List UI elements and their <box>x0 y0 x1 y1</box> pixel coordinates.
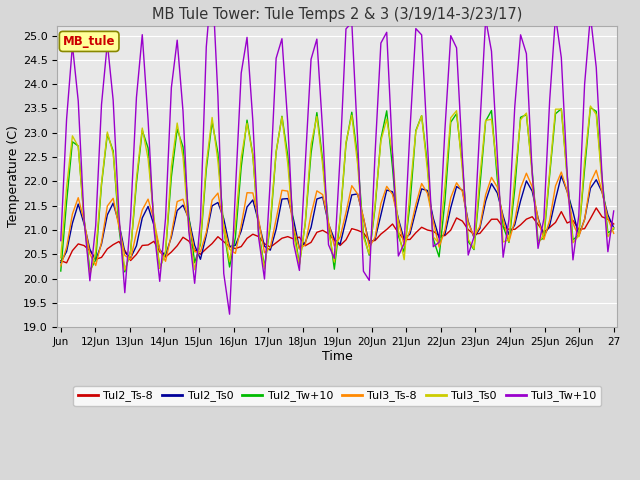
Tul3_Ts0 <box>569 240 577 246</box>
Tul2_Ts-8 <box>342 237 350 243</box>
Tul3_Ts0 <box>220 226 228 232</box>
Tul2_Tw+10 <box>342 141 350 147</box>
Tul2_Ts0 <box>336 241 344 247</box>
Tul3_Ts-8 <box>354 191 362 197</box>
Tul2_Tw+10 <box>569 237 577 243</box>
Line: Tul3_Ts0: Tul3_Ts0 <box>61 106 614 275</box>
Tul2_Tw+10 <box>220 226 228 232</box>
Line: Tul2_Ts-8: Tul2_Ts-8 <box>61 208 614 263</box>
Tul3_Tw+10 <box>132 95 140 100</box>
Tul3_Ts0 <box>138 125 146 131</box>
Tul2_Ts0 <box>557 173 565 179</box>
Tul3_Ts-8 <box>57 263 65 269</box>
Tul2_Ts-8 <box>63 260 70 266</box>
Tul3_Ts-8 <box>214 190 222 196</box>
Tul3_Tw+10 <box>365 277 373 283</box>
Tul3_Tw+10 <box>307 56 315 62</box>
Tul3_Tw+10 <box>57 238 65 243</box>
Tul2_Ts-8 <box>301 243 309 249</box>
Y-axis label: Temperature (C): Temperature (C) <box>7 126 20 228</box>
Tul2_Tw+10 <box>57 268 65 274</box>
Tul3_Ts0 <box>57 255 65 261</box>
Tul3_Tw+10 <box>348 20 356 25</box>
Tul3_Ts-8 <box>336 234 344 240</box>
Tul2_Ts-8 <box>138 242 146 248</box>
Tul3_Tw+10 <box>220 271 228 276</box>
Tul3_Ts0 <box>301 220 309 226</box>
Tul2_Tw+10 <box>360 231 367 237</box>
Tul3_Tw+10 <box>610 208 618 214</box>
Tul2_Ts-8 <box>220 239 228 245</box>
Tul2_Tw+10 <box>610 226 618 232</box>
Tul3_Tw+10 <box>226 312 234 317</box>
Tul2_Ts0 <box>132 243 140 249</box>
Tul3_Ts-8 <box>593 168 600 173</box>
Tul2_Ts0 <box>569 209 577 215</box>
Tul3_Ts0 <box>587 103 595 109</box>
Tul2_Ts-8 <box>360 230 367 236</box>
Tul2_Ts-8 <box>610 221 618 227</box>
Tul3_Ts0 <box>342 140 350 145</box>
Title: MB Tule Tower: Tule Temps 2 & 3 (3/19/14-3/23/17): MB Tule Tower: Tule Temps 2 & 3 (3/19/14… <box>152 7 522 22</box>
Tul2_Ts-8 <box>593 205 600 211</box>
Line: Tul2_Ts0: Tul2_Ts0 <box>61 176 614 263</box>
Line: Tul3_Ts-8: Tul3_Ts-8 <box>61 170 614 266</box>
Tul2_Ts-8 <box>569 217 577 223</box>
Legend: Tul2_Ts-8, Tul2_Ts0, Tul2_Tw+10, Tul3_Ts-8, Tul3_Ts0, Tul3_Tw+10: Tul2_Ts-8, Tul2_Ts0, Tul2_Tw+10, Tul3_Ts… <box>74 386 601 406</box>
Tul2_Ts-8 <box>57 258 65 264</box>
Tul3_Ts-8 <box>296 246 303 252</box>
Text: MB_tule: MB_tule <box>63 35 115 48</box>
Line: Tul3_Tw+10: Tul3_Tw+10 <box>61 0 614 314</box>
Tul2_Ts0 <box>57 260 65 265</box>
Tul3_Ts-8 <box>610 230 618 236</box>
Tul3_Ts-8 <box>132 230 140 236</box>
Tul3_Ts0 <box>610 225 618 230</box>
Tul2_Ts0 <box>610 225 618 230</box>
Tul2_Ts0 <box>214 200 222 205</box>
X-axis label: Time: Time <box>322 349 353 362</box>
Tul2_Tw+10 <box>587 105 595 110</box>
Line: Tul2_Tw+10: Tul2_Tw+10 <box>61 108 614 272</box>
Tul2_Tw+10 <box>138 128 146 133</box>
Tul2_Ts0 <box>354 191 362 197</box>
Tul3_Ts-8 <box>563 188 571 194</box>
Tul2_Ts0 <box>296 245 303 251</box>
Tul3_Ts0 <box>86 272 93 278</box>
Tul3_Ts0 <box>360 234 367 240</box>
Tul2_Tw+10 <box>301 221 309 227</box>
Tul3_Tw+10 <box>575 213 582 218</box>
Tul2_Tw+10 <box>121 269 129 275</box>
